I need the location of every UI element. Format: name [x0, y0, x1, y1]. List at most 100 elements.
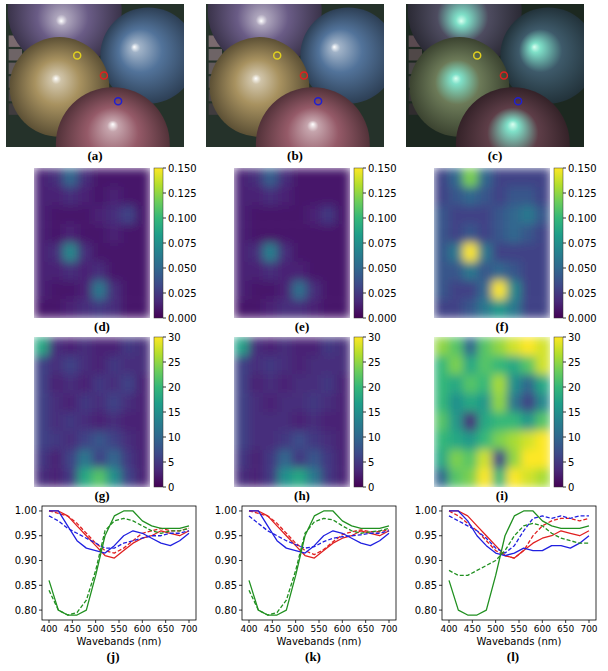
heat-cell [434, 168, 449, 187]
y-tick-label: 0.80 [215, 605, 237, 616]
colorbar-tick-label: 20 [368, 382, 381, 393]
heat-cell [107, 299, 122, 318]
heat-cell [521, 393, 536, 412]
colorbar-tick-label: 10 [168, 432, 181, 443]
spectrum-line [249, 518, 389, 615]
heat-cell [449, 375, 464, 394]
heatmap-cells [434, 337, 550, 487]
heat-cell [521, 168, 536, 187]
colorbar-tick [363, 337, 366, 338]
heat-cell [492, 393, 507, 412]
x-tick-label: 700 [380, 624, 397, 634]
heat-cell [536, 224, 551, 243]
y-tick-label: 0.85 [215, 580, 237, 591]
spectrum-line [449, 516, 589, 553]
heat-cell [321, 393, 336, 412]
heat-cell [492, 168, 507, 187]
panel-label: (d) [94, 319, 110, 334]
colorbar-tick [563, 412, 566, 413]
heat-cell [536, 281, 551, 300]
heat-cell [321, 375, 336, 394]
heat-cell [278, 168, 293, 187]
heat-cell [92, 243, 107, 262]
colorbar-tick [163, 337, 166, 338]
heat-cell [92, 431, 107, 450]
y-tick-label: 0.95 [215, 530, 237, 541]
heat-cell [336, 243, 351, 262]
heat-cell [136, 168, 151, 187]
colorbar-tick-label: 10 [368, 432, 381, 443]
axes-frame [242, 506, 396, 620]
heat-cell [434, 431, 449, 450]
heat-cell [78, 450, 93, 469]
heat-cell [249, 299, 264, 318]
y-tick-label: 0.80 [15, 605, 37, 616]
heat-cell [107, 206, 122, 225]
heat-cell [49, 168, 64, 187]
heat-cell [521, 187, 536, 206]
heat-cell [107, 412, 122, 431]
heat-cell [434, 337, 449, 356]
spectrum-line [449, 511, 589, 556]
heat-cell [234, 393, 249, 412]
heat-cell [492, 262, 507, 281]
heat-cell [292, 281, 307, 300]
heat-cell [121, 168, 136, 187]
heat-cell [434, 375, 449, 394]
heat-cell [263, 206, 278, 225]
x-tick [365, 620, 366, 623]
heat-cell [536, 299, 551, 318]
colorbar-tick-label: 0.000 [568, 313, 597, 324]
heat-cell [78, 431, 93, 450]
heat-cell [63, 356, 78, 375]
heat-cell [278, 431, 293, 450]
x-tick-label: 500 [487, 624, 504, 634]
heatmap [234, 337, 350, 487]
spectrum-line [449, 511, 589, 558]
y-tick [439, 585, 442, 586]
heat-cell [121, 468, 136, 487]
heat-cell [336, 281, 351, 300]
colorbar-tick-label: 10 [568, 432, 581, 443]
panel-label: (b) [287, 148, 303, 163]
colorbar-tick-label: 0 [168, 482, 174, 493]
heat-cell [292, 375, 307, 394]
heat-cell [463, 356, 478, 375]
heat-cell [136, 187, 151, 206]
heat-cell [321, 206, 336, 225]
heat-cell [463, 187, 478, 206]
x-tick-label: 550 [110, 624, 127, 634]
y-tick-label: 1.00 [415, 505, 437, 516]
heat-cell [321, 187, 336, 206]
colorbar-tick [363, 218, 366, 219]
heat-cell [434, 299, 449, 318]
heat-cell [336, 412, 351, 431]
heat-cell [78, 393, 93, 412]
heat-cell [249, 431, 264, 450]
heat-cell [449, 299, 464, 318]
colorbar-tick-label: 0.125 [168, 188, 197, 199]
heat-cell [263, 168, 278, 187]
heat-cell [507, 299, 522, 318]
heat-cell [492, 375, 507, 394]
heat-cell [63, 431, 78, 450]
heat-cell [449, 412, 464, 431]
heat-cell [492, 206, 507, 225]
colorbar [554, 168, 563, 318]
x-tick [519, 620, 520, 623]
heat-cell [136, 375, 151, 394]
x-tick [565, 620, 566, 623]
heat-cell [507, 375, 522, 394]
heat-cell [92, 356, 107, 375]
colorbar-tick [163, 462, 166, 463]
heat-cell [536, 337, 551, 356]
heat-cell [263, 337, 278, 356]
heatmap [434, 168, 550, 318]
y-tick-label: 0.85 [415, 580, 437, 591]
heat-cell [292, 168, 307, 187]
heat-cell [234, 281, 249, 300]
x-tick-label: 650 [157, 624, 174, 634]
heat-cell [63, 375, 78, 394]
heat-cell [63, 450, 78, 469]
y-tick [239, 610, 242, 611]
